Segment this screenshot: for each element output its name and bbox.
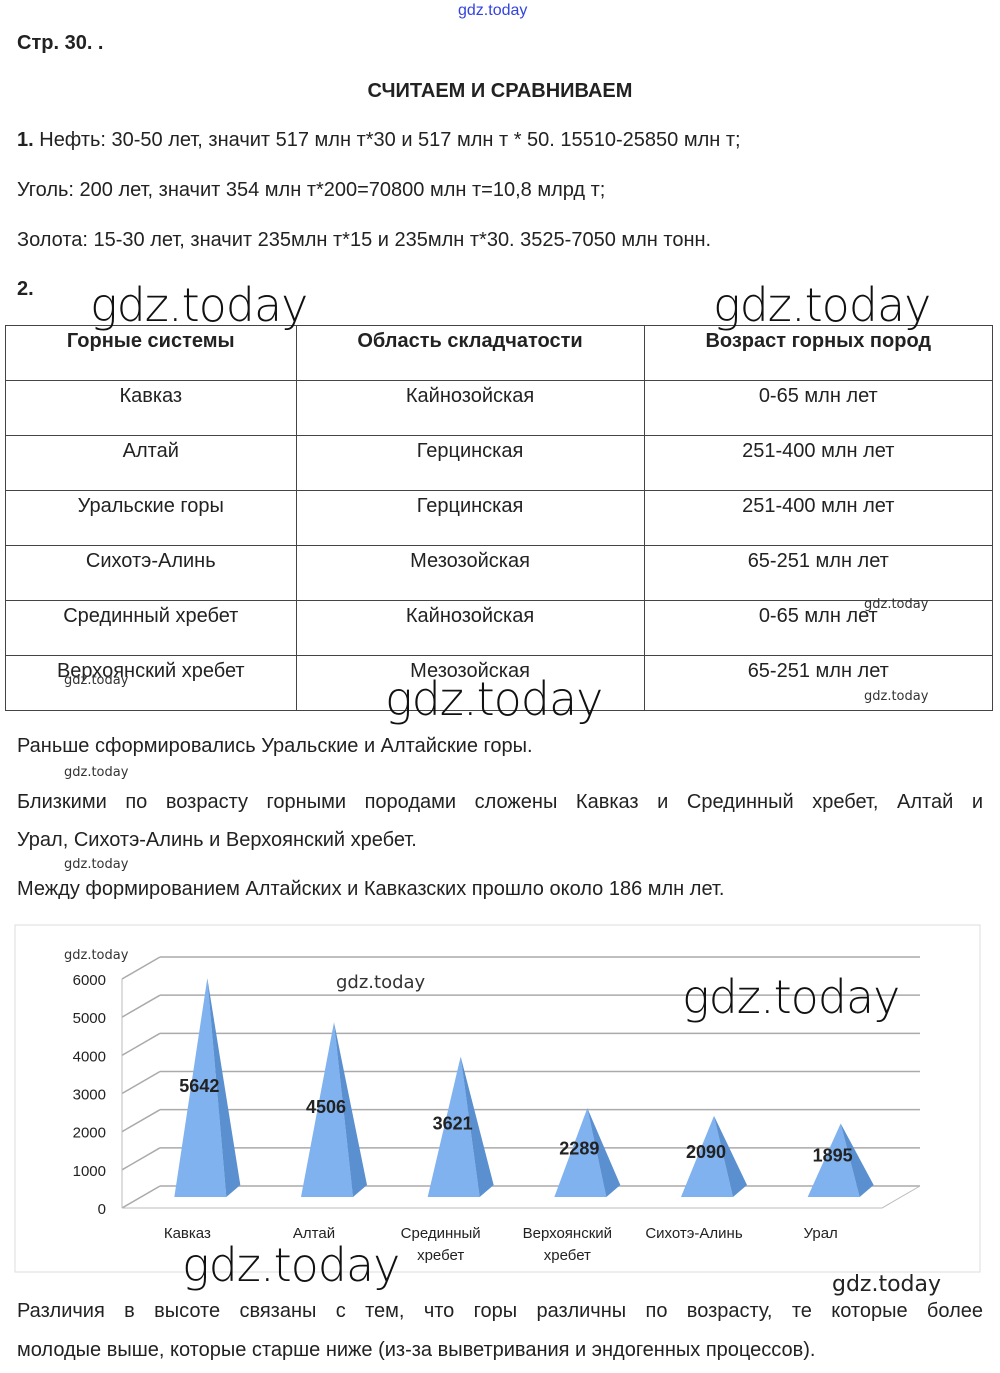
y-tick-label: 0 [98, 1201, 106, 1218]
pyramid-side [207, 978, 241, 1197]
floor-edge [122, 1185, 921, 1209]
paragraph-similar-b: Урал, Сихотэ-Алинь и Верхоянский хребет. [17, 829, 417, 851]
gridline-side [121, 1070, 161, 1095]
data-label: 2090 [686, 1142, 726, 1162]
y-tick-label: 2000 [73, 1125, 106, 1142]
watermark: gdz.today [64, 765, 129, 780]
watermark: gdz.today [713, 278, 931, 332]
gridline-side [121, 1147, 161, 1171]
chart-frame [14, 924, 981, 1273]
watermark-top: gdz.today [458, 2, 528, 19]
header-folding: Область складчатости [295, 325, 645, 381]
table-header-row: Горные системы Область складчатости Возр… [5, 325, 994, 381]
watermark: gdz.today [832, 1272, 942, 1297]
pyramid-front [807, 1123, 860, 1197]
conclusion-a: Различия в высоте связаны с тем, что гор… [17, 1300, 983, 1322]
gridline-side [121, 1109, 161, 1133]
y-tick-label: 1000 [73, 1163, 106, 1180]
data-label: 4506 [306, 1097, 346, 1117]
task1-line2: Уголь: 200 лет, значит 354 млн т*200=708… [17, 179, 606, 201]
y-tick-label: 3000 [73, 1087, 106, 1104]
table-row: Уральские горы Герцинская 251-400 млн лет [5, 490, 994, 546]
task1-line1-text: Нефть: 30-50 лет, значит 517 млн т*30 и … [33, 129, 741, 151]
page-label: Стр. 30. . [17, 32, 104, 54]
pyramid-side [587, 1108, 621, 1197]
cell: 251-400 млн лет [643, 435, 994, 491]
x-tick-label: Алтай [293, 1225, 335, 1242]
page-title: СЧИТАЕМ И СРАВНИВАЕМ [367, 80, 633, 102]
mountains-table: Горные системы Область складчатости Возр… [5, 325, 994, 711]
cell: Мезозойская [295, 655, 645, 711]
x-tick-label: Сихотэ-Алинь [645, 1225, 742, 1242]
table-row: Срединный хребет Кайнозойская 0-65 млн лет [5, 600, 994, 656]
x-tick-label: Срединный [401, 1225, 481, 1242]
gridline-side [121, 956, 161, 980]
watermark: gdz.today [385, 672, 603, 726]
cell: 251-400 млн лет [643, 490, 994, 546]
watermark: gdz.today [864, 597, 929, 612]
x-tick-label: Верхоянский [523, 1225, 612, 1242]
pyramid-front [681, 1115, 733, 1197]
cell: 0-65 млн лет [643, 380, 994, 436]
paragraph-difference: Между формированием Алтайских и Кавказск… [17, 878, 725, 900]
x-tick-label: Урал [804, 1225, 838, 1242]
task1-number: 1. [17, 129, 34, 151]
cell: 0-65 млн лет [643, 600, 994, 656]
paragraph-similar-a: Близкими по возрасту горными породами сл… [17, 791, 983, 813]
table-row: Кавказ Кайнозойская 0-65 млн лет [5, 380, 994, 436]
y-tick-label: 4000 [73, 1048, 106, 1065]
task1-line1: 1. Нефть: 30-50 лет, значит 517 млн т*30… [17, 129, 741, 152]
data-label: 2289 [559, 1138, 599, 1158]
data-label: 1895 [813, 1146, 853, 1166]
cell: Мезозойская [295, 545, 645, 601]
cell: Верхоянский хребет [5, 655, 297, 711]
cell: Сихотэ-Алинь [5, 545, 297, 601]
watermark: gdz.today [64, 673, 129, 688]
cell: Кайнозойская [295, 600, 645, 656]
task1-line3: Золота: 15-30 лет, значит 235млн т*15 и … [17, 229, 712, 251]
x-tick-label: хребет [417, 1247, 464, 1264]
table-row: Алтай Герцинская 251-400 млн лет [5, 435, 994, 491]
watermark: gdz.today [64, 857, 129, 872]
x-tick-label: Кавказ [164, 1225, 211, 1242]
watermark: gdz.today [64, 948, 129, 963]
cell: 65-251 млн лет [643, 655, 994, 711]
y-tick-label: 5000 [73, 1010, 106, 1027]
cell: Срединный хребет [5, 600, 297, 656]
task2-number: 2. [17, 278, 34, 300]
watermark: gdz.today [90, 278, 308, 332]
data-label: 5642 [179, 1076, 219, 1096]
cell: Герцинская [295, 490, 645, 546]
data-label: 3621 [433, 1114, 473, 1134]
watermark: gdz.today [864, 689, 929, 704]
pyramid-front [301, 1022, 353, 1197]
watermark: gdz.today [682, 970, 900, 1024]
pyramid-front [174, 978, 227, 1197]
pyramid-front [554, 1108, 607, 1197]
cell: Кавказ [5, 380, 297, 436]
conclusion-b: молодые выше, которые старше ниже (из-за… [17, 1339, 816, 1361]
pyramid-side [714, 1115, 747, 1197]
gridline-side [121, 994, 161, 1018]
x-tick-label: хребет [544, 1247, 591, 1264]
gridline-side [121, 1032, 161, 1056]
gridline-side [121, 1185, 161, 1209]
watermark: gdz.today [336, 972, 426, 993]
table-row: Сихотэ-Алинь Мезозойская 65-251 млн лет [5, 545, 994, 601]
paragraph-older: Раньше сформировались Уральские и Алтайс… [17, 735, 533, 757]
cell: Алтай [5, 435, 297, 491]
pyramid-side [460, 1056, 494, 1197]
pyramid-side [840, 1123, 874, 1197]
pyramid-side [334, 1022, 367, 1197]
watermark: gdz.today [182, 1238, 400, 1292]
table-row: Верхоянский хребет Мезозойская 65-251 млн … [5, 655, 994, 711]
pyramid-front [427, 1056, 480, 1197]
y-tick-label: 6000 [73, 972, 106, 989]
